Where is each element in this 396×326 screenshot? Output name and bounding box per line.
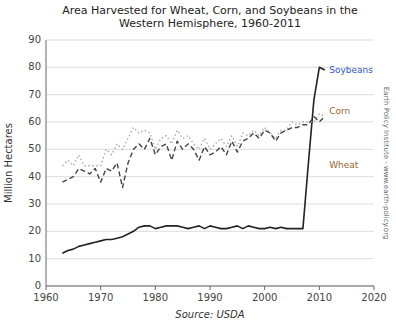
chart: 0 10 20 30 40 50 60 70 80 90 1960 1970 1980 1990 2000 2… xyxy=(0,0,396,326)
x-tick xyxy=(155,286,156,290)
series-line xyxy=(62,67,324,253)
grid-line xyxy=(46,204,374,205)
x-axis xyxy=(46,286,374,287)
x-tick-label: 1990 xyxy=(197,292,222,303)
grid-line xyxy=(46,40,374,41)
x-tick-label: 1980 xyxy=(143,292,168,303)
series-line xyxy=(62,117,324,188)
x-tick-label: 2020 xyxy=(361,292,386,303)
x-tick-label: 1970 xyxy=(88,292,113,303)
y-tick-label: 20 xyxy=(28,225,41,236)
y-tick-label: 90 xyxy=(28,34,41,45)
x-tick xyxy=(100,286,101,290)
x-tick xyxy=(46,286,47,290)
y-tick-label: 50 xyxy=(28,143,41,154)
x-tick xyxy=(319,286,320,290)
y-tick-label: 10 xyxy=(28,253,41,264)
series-line xyxy=(62,114,324,166)
x-tick xyxy=(264,286,265,290)
x-tick-label: 2000 xyxy=(252,292,277,303)
series-group xyxy=(62,67,324,253)
x-tick-label: 1960 xyxy=(33,292,58,303)
y-axis xyxy=(46,40,47,286)
y-tick-label: 80 xyxy=(28,61,41,72)
annotation: Corn xyxy=(329,106,350,116)
annotation: Wheat xyxy=(329,160,359,170)
x-tick xyxy=(210,286,211,290)
y-tick-label: 30 xyxy=(28,198,41,209)
annotation: Soybeans xyxy=(329,65,373,75)
grid-line xyxy=(46,94,374,95)
grid-line xyxy=(46,176,374,177)
grid-line xyxy=(46,258,374,259)
y-tick-label: 70 xyxy=(28,89,41,100)
y-tick-label: 0 xyxy=(35,280,41,291)
x-tick xyxy=(374,286,375,290)
grid-line xyxy=(46,122,374,123)
grid-line xyxy=(46,67,374,68)
x-label: Source: USDA xyxy=(175,309,244,320)
title: Area Harvested for Wheat, Corn, and Soyb… xyxy=(62,4,358,17)
right-label: Earth Policy Institute - www.earth-polic… xyxy=(382,87,390,240)
grid-line xyxy=(46,286,374,287)
x-tick-label: 2010 xyxy=(307,292,332,303)
y-tick-label: 60 xyxy=(28,116,41,127)
title: Western Hemisphere, 1960-2011 xyxy=(119,17,301,30)
y-tick-label: 40 xyxy=(28,171,41,182)
grid-line xyxy=(46,231,374,232)
y-label: Million Hectares xyxy=(3,123,14,203)
